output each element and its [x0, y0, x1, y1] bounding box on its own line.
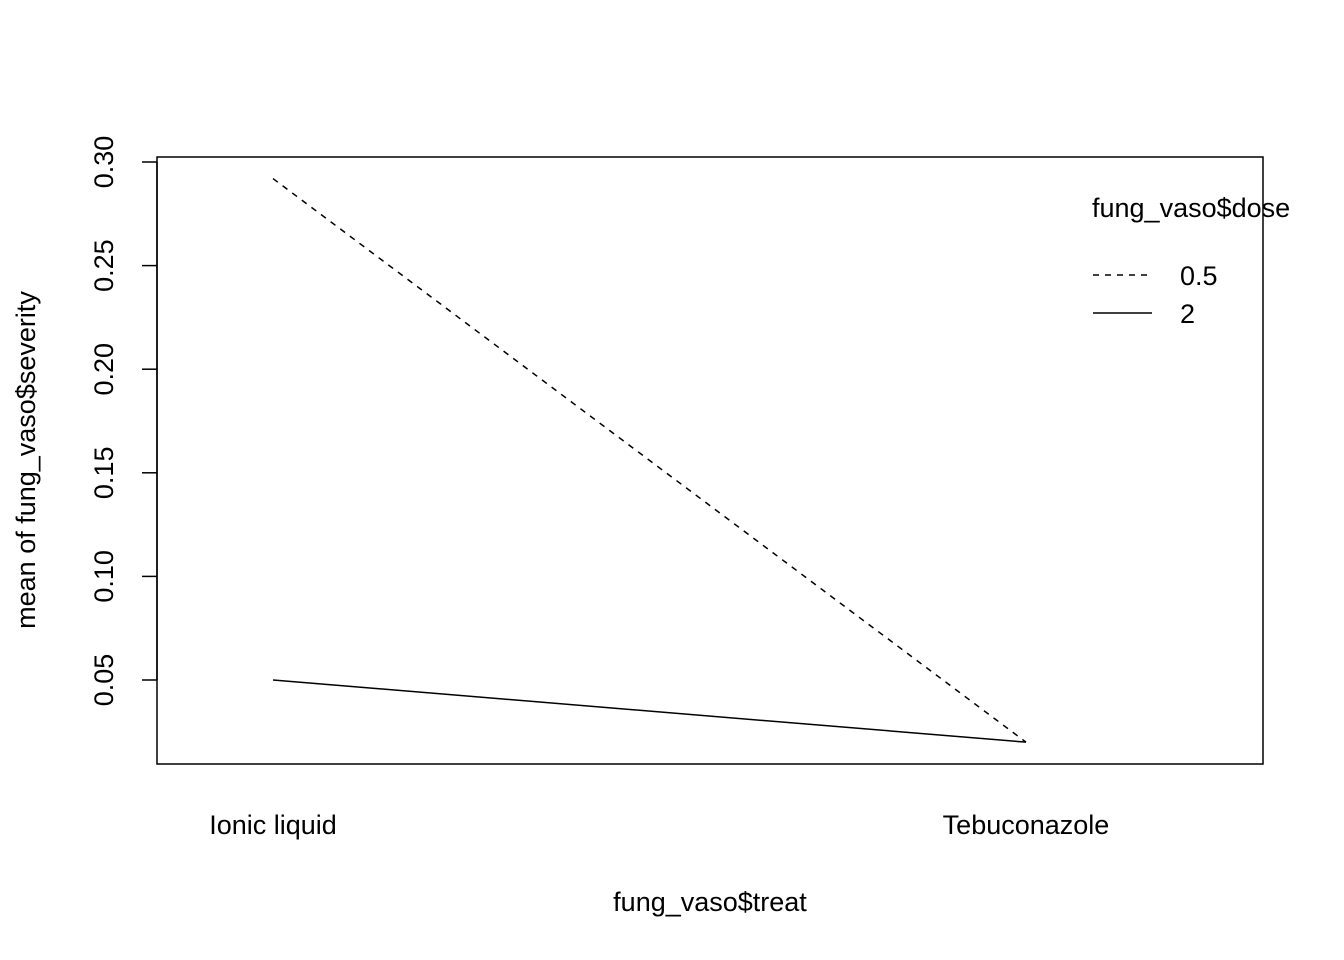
x-tick-labels: Ionic liquid Tebuconazole — [209, 810, 1109, 840]
x-tick-label: Tebuconazole — [943, 810, 1110, 840]
y-tick-label: 0.10 — [89, 550, 119, 603]
y-axis: 0.05 0.10 0.15 0.20 0.25 0.30 — [89, 136, 158, 707]
y-tick-label: 0.30 — [89, 136, 119, 189]
y-tick-label: 0.05 — [89, 654, 119, 707]
plot-frame — [156, 156, 1264, 765]
series-line-2 — [272, 679, 1027, 743]
legend-label: 2 — [1180, 299, 1195, 329]
legend: fung_vaso$dose 0.52 — [1092, 193, 1290, 329]
x-axis-title: fung_vaso$treat — [613, 887, 807, 917]
series-line-0.5 — [272, 177, 1027, 743]
y-tick-label: 0.25 — [89, 239, 119, 292]
y-tick-label: 0.15 — [89, 447, 119, 500]
y-axis-title: mean of fung_vaso$severity — [11, 291, 41, 629]
legend-title: fung_vaso$dose — [1092, 193, 1290, 223]
legend-items: 0.52 — [1093, 261, 1218, 329]
series-lines — [272, 177, 1027, 743]
y-tick-label: 0.20 — [89, 343, 119, 396]
legend-label: 0.5 — [1180, 261, 1218, 291]
x-tick-label: Ionic liquid — [209, 810, 337, 840]
